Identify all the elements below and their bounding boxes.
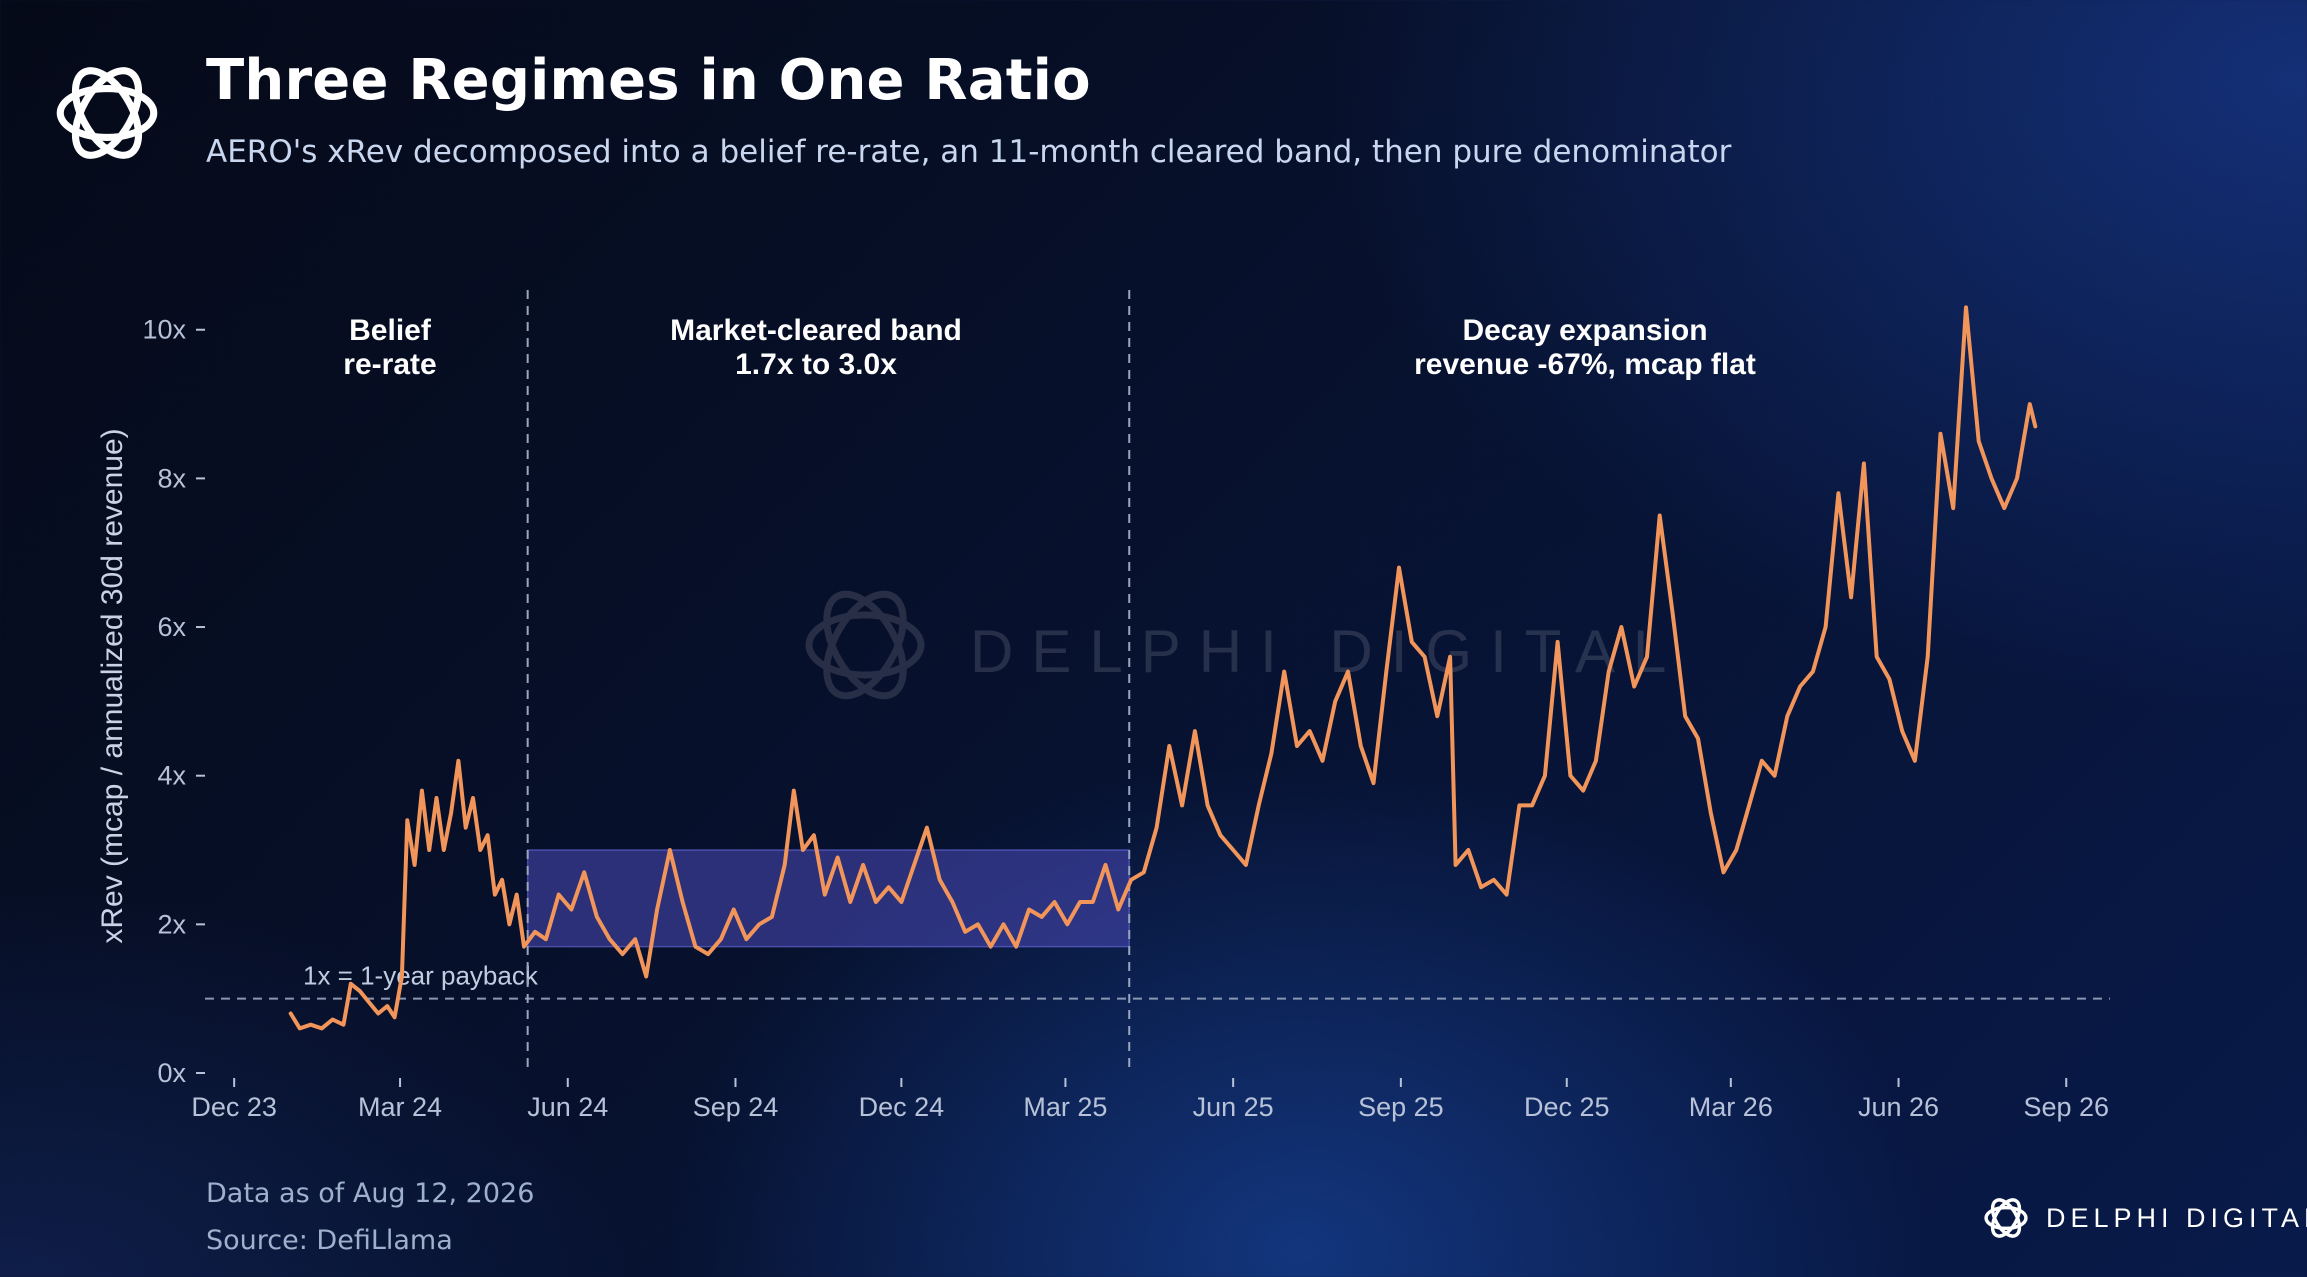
y-tick-label: 4x	[157, 761, 186, 791]
regime-label-1-title: Belief	[349, 314, 432, 347]
y-axis-label: xRev (mcap / annualized 30d revenue)	[96, 428, 129, 943]
page-subtitle: AERO's xRev decomposed into a belief re-…	[206, 134, 1732, 170]
cleared-band	[526, 849, 1130, 948]
y-tick-label: 10x	[142, 315, 186, 345]
brand-name: DELPHI DIGITAL	[2046, 1202, 2307, 1233]
x-tick-label: Mar 24	[358, 1092, 442, 1122]
regime-label-2-title: Market-cleared band	[670, 314, 962, 347]
xrev-series-line	[288, 305, 2038, 1031]
regime-label-1-detail: re-rate	[343, 348, 436, 381]
x-tick-label: Mar 25	[1023, 1092, 1107, 1122]
source-note: Source: DefiLlama	[206, 1225, 453, 1256]
data-as-of: Data as of Aug 12, 2026	[206, 1178, 535, 1209]
regime-label-2-detail: 1.7x to 3.0x	[735, 348, 897, 381]
brand-logo: DELPHI DIGITAL	[1980, 1192, 2307, 1244]
x-tick-label: Jun 25	[1193, 1092, 1274, 1122]
reference-line-label: 1x = 1-year payback	[303, 961, 539, 991]
watermark-logo-icon	[805, 590, 925, 700]
x-tick-label: Dec 24	[859, 1092, 945, 1122]
x-tick-label: Mar 26	[1689, 1092, 1773, 1122]
x-tick-label: Jun 24	[527, 1092, 608, 1122]
x-tick-label: Sep 25	[1358, 1092, 1444, 1122]
y-tick-label: 0x	[157, 1058, 186, 1088]
regime-label-3-title: Decay expansion	[1462, 314, 1707, 347]
y-tick-label: 6x	[157, 612, 186, 642]
x-tick-label: Sep 26	[2023, 1092, 2109, 1122]
x-tick-label: Dec 25	[1524, 1092, 1610, 1122]
watermark: DELPHI DIGITAL	[805, 590, 1684, 700]
delphi-knot-icon	[56, 67, 158, 159]
x-tick-label: Sep 24	[693, 1092, 779, 1122]
page-title: Three Regimes in One Ratio	[206, 48, 1091, 113]
watermark-text: DELPHI DIGITAL	[970, 618, 1684, 685]
regime-label-3-detail: revenue -67%, mcap flat	[1414, 348, 1756, 381]
x-tick-label: Dec 23	[191, 1092, 277, 1122]
y-tick-label: 8x	[157, 463, 186, 493]
y-tick-label: 2x	[157, 909, 186, 939]
brand-knot-icon	[1984, 1198, 2028, 1238]
x-tick-label: Jun 26	[1858, 1092, 1939, 1122]
